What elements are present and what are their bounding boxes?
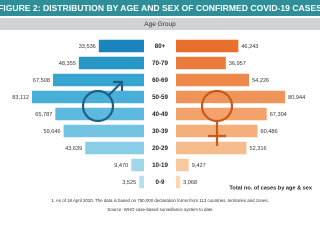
value-label: 59,646 [44,129,61,135]
bar [55,107,144,121]
bar [176,56,226,70]
footnote: 1. As of 18 April 2020. The data is base… [51,198,269,203]
source: Source: WHO case-based surveillance syst… [107,207,213,212]
bar [53,73,144,87]
series-label: MALE [89,103,108,110]
subtitle-banner [0,18,320,30]
female-symbol [200,89,234,146]
bar [176,175,181,189]
y-tick-label: 0-9 [156,179,166,186]
bar [176,107,267,121]
value-label: 48,355 [59,61,76,67]
bar [176,73,250,87]
bar [32,90,144,104]
series-label: FEMALE [204,103,231,110]
value-label: 67,508 [33,78,50,84]
y-tick-label: 40-49 [152,111,168,118]
value-label: 33,536 [79,44,96,50]
value-label: 3,525 [122,180,136,186]
value-label: 36,957 [229,61,246,67]
value-label: 65,787 [35,112,52,118]
subtitle: Age Group [144,21,176,28]
value-label: 54,226 [252,78,269,84]
y-tick-label: 70-79 [152,60,168,67]
bar [176,39,239,53]
gender-symbols [81,80,234,146]
value-label: 46,243 [241,44,258,50]
y-tick-label: 50-59 [152,94,168,101]
title-banner [0,0,320,16]
value-label: 9,427 [192,163,206,169]
value-label: 52,316 [249,146,266,152]
bar [63,124,144,138]
value-label: 43,639 [65,146,82,152]
bar [85,141,144,155]
bar [176,158,189,172]
y-tick-label: 60-69 [152,77,168,84]
value-label: 83,112 [12,95,29,101]
chart: FIGURE 2: DISTRIBUTION BY AGE AND SEX OF… [0,0,320,212]
bar [176,141,247,155]
value-label: 9,470 [114,163,128,169]
male-symbol [81,80,124,123]
legend-note: Total no. of cases by age & sex [229,185,312,191]
bar [131,158,144,172]
bar [98,39,144,53]
chart-title: FIGURE 2: DISTRIBUTION BY AGE AND SEX OF… [0,3,320,13]
y-tick-label: 80+ [155,43,166,50]
value-label: 3,068 [183,180,197,186]
value-label: 60,486 [261,129,278,135]
y-tick-label: 30-39 [152,128,168,135]
value-label: 67,304 [270,112,287,118]
value-label: 80,944 [288,95,305,101]
bar [78,56,144,70]
bar [139,175,144,189]
y-tick-label: 10-19 [152,162,168,169]
y-tick-label: 20-29 [152,145,168,152]
